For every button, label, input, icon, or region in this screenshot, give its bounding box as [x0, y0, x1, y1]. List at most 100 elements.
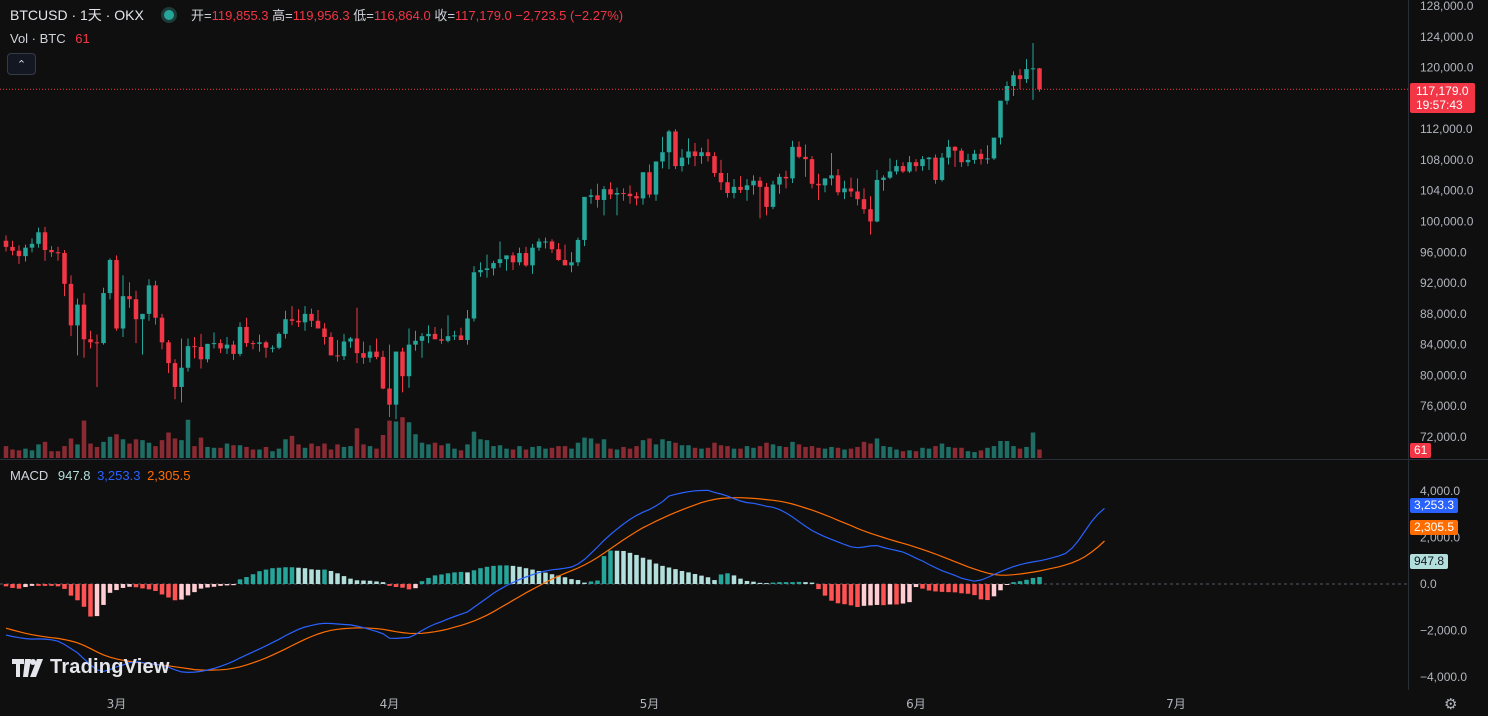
candle-body: [367, 351, 373, 358]
candle-body: [907, 162, 912, 172]
macd-hist-bar: [1011, 582, 1016, 584]
volume-legend[interactable]: Vol · BTC 61: [10, 31, 90, 46]
candle-body: [835, 175, 841, 193]
volume-bar: [10, 449, 15, 458]
candle-body: [120, 296, 126, 329]
price-tick-label: 80,000.0: [1420, 368, 1467, 382]
candle-body: [796, 146, 802, 157]
volume-label: Vol · BTC: [10, 31, 66, 46]
candle: [588, 189, 594, 204]
candle-body: [731, 186, 737, 194]
candle-body: [517, 253, 522, 263]
volume-bar: [29, 450, 35, 458]
candle: [452, 330, 457, 341]
macd-hist-bar: [998, 584, 1003, 591]
macd-hist-bar: [478, 568, 483, 584]
candle-body: [803, 156, 808, 160]
volume-bar: [803, 446, 808, 458]
candle: [237, 322, 243, 357]
candle: [432, 326, 438, 340]
candle-body: [770, 184, 776, 207]
volume-bar: [315, 446, 321, 458]
macd-hist-bar: [634, 554, 639, 584]
candle: [900, 162, 906, 174]
candle: [692, 142, 698, 167]
candle: [647, 164, 652, 198]
candle-body: [894, 166, 899, 172]
volume-bar: [413, 434, 418, 458]
volume-bar: [764, 442, 769, 458]
close-value: 117,179.0: [454, 8, 512, 23]
candle: [686, 138, 691, 165]
candle-body: [809, 159, 815, 184]
candle-body: [959, 150, 964, 163]
candle: [848, 177, 854, 197]
volume-bar: [894, 449, 899, 458]
candle-body: [283, 319, 288, 334]
settings-gear-icon[interactable]: ⚙: [1444, 696, 1458, 713]
volume-bar: [868, 443, 873, 458]
candle: [387, 344, 392, 417]
candle: [133, 290, 139, 344]
candle-body: [315, 320, 321, 329]
macd-hist-bar: [120, 584, 126, 588]
candle: [49, 246, 54, 257]
volume-bar: [62, 446, 67, 458]
volume-bar: [458, 450, 464, 458]
candle: [120, 275, 126, 337]
volume-bar: [712, 442, 717, 458]
candle-body: [62, 253, 67, 284]
macd-hist-bar: [302, 568, 308, 584]
candle: [36, 227, 41, 248]
macd-hist-bar: [497, 565, 503, 584]
volume-bar: [1024, 446, 1029, 458]
macd-hist-bar: [29, 584, 35, 586]
macd-hist-bar: [16, 584, 22, 589]
candle: [614, 187, 620, 216]
macd-hist-bar: [848, 584, 854, 606]
macd-hist-bar: [556, 575, 561, 584]
candle: [699, 147, 704, 164]
macd-hist-bar: [783, 582, 789, 584]
macd-hist-bar: [172, 584, 178, 601]
candle-body: [530, 247, 535, 266]
macd-hist-bar: [328, 570, 334, 584]
macd-legend[interactable]: MACD 947.8 3,253.3 2,305.5: [10, 468, 190, 483]
candle-body: [764, 186, 769, 207]
collapse-legend-button[interactable]: ⌃: [7, 53, 36, 75]
volume-bar: [536, 446, 542, 458]
tradingview-logo[interactable]: TradingView: [12, 656, 170, 679]
candle-body: [1024, 69, 1029, 80]
candle: [731, 179, 737, 199]
volume-bar: [432, 442, 438, 458]
candle-body: [985, 158, 990, 160]
volume-bar: [192, 446, 197, 458]
symbol-title[interactable]: BTCUSD · 1天 · OKX: [10, 7, 144, 23]
candle: [517, 247, 522, 266]
candle-body: [114, 259, 119, 329]
candle-body: [484, 268, 490, 270]
candle: [718, 159, 724, 190]
macd-hist-bar: [718, 574, 724, 584]
candle-body: [328, 336, 334, 356]
macd-hist-bar: [653, 563, 659, 584]
macd-hist-bar: [874, 584, 880, 605]
macd-tick-label: 4,000.0: [1420, 484, 1460, 498]
volume-bar: [543, 448, 548, 458]
macd-hist-bar: [192, 584, 197, 593]
candle-body: [666, 131, 672, 153]
candle-body: [569, 262, 574, 266]
candle: [666, 129, 672, 170]
candle-body: [757, 180, 763, 187]
candle: [939, 153, 945, 182]
volume-bar: [159, 440, 165, 458]
volume-bar: [933, 446, 938, 458]
candle-body: [192, 346, 197, 348]
volume-bar: [218, 447, 223, 458]
candle: [679, 149, 685, 172]
volume-bar: [556, 446, 561, 458]
candle: [75, 298, 80, 356]
volume-bar: [679, 445, 685, 458]
volume-bar: [790, 441, 795, 458]
